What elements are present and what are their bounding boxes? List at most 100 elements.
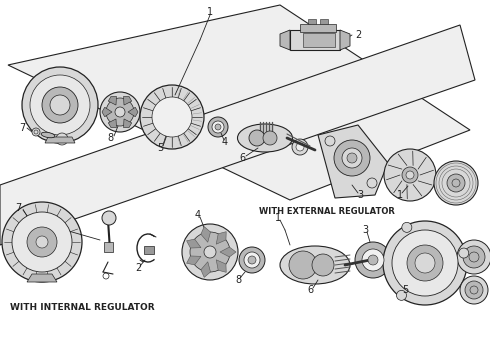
Circle shape — [115, 107, 125, 117]
Text: WITH INTERNAL REGULATOR: WITH INTERNAL REGULATOR — [10, 303, 155, 312]
Circle shape — [459, 248, 469, 258]
Circle shape — [434, 161, 478, 205]
Polygon shape — [108, 119, 117, 127]
Polygon shape — [216, 260, 226, 272]
Circle shape — [32, 128, 40, 136]
Text: 2: 2 — [135, 263, 141, 273]
Circle shape — [239, 247, 265, 273]
Circle shape — [402, 222, 412, 232]
Circle shape — [182, 224, 238, 280]
Polygon shape — [102, 107, 112, 117]
Circle shape — [208, 117, 228, 137]
Circle shape — [392, 230, 458, 296]
Circle shape — [384, 149, 436, 201]
Text: 8: 8 — [235, 275, 241, 285]
Text: 1: 1 — [397, 190, 403, 200]
Text: 6: 6 — [239, 153, 245, 163]
Circle shape — [347, 153, 357, 163]
Circle shape — [204, 246, 216, 258]
Circle shape — [100, 92, 140, 132]
Polygon shape — [290, 30, 340, 50]
Circle shape — [215, 124, 221, 130]
Circle shape — [249, 130, 265, 146]
Circle shape — [140, 85, 204, 149]
Circle shape — [396, 291, 407, 300]
Polygon shape — [220, 247, 236, 257]
Circle shape — [263, 131, 277, 145]
Polygon shape — [187, 256, 201, 265]
Text: 6: 6 — [307, 285, 313, 295]
Circle shape — [292, 139, 308, 155]
Polygon shape — [8, 5, 470, 200]
Circle shape — [463, 246, 485, 268]
Polygon shape — [123, 119, 132, 127]
Circle shape — [244, 252, 260, 268]
Circle shape — [296, 143, 304, 151]
Circle shape — [190, 232, 230, 272]
Circle shape — [27, 227, 57, 257]
Circle shape — [342, 148, 362, 168]
Polygon shape — [340, 30, 350, 50]
Circle shape — [12, 212, 72, 272]
Circle shape — [56, 133, 68, 145]
Circle shape — [406, 171, 414, 179]
Circle shape — [152, 97, 192, 137]
Circle shape — [42, 87, 78, 123]
Text: 3: 3 — [362, 225, 368, 235]
Text: WITH EXTERNAL REGULATOR: WITH EXTERNAL REGULATOR — [259, 207, 395, 216]
Circle shape — [106, 98, 134, 126]
Circle shape — [465, 281, 483, 299]
Circle shape — [407, 245, 443, 281]
Polygon shape — [123, 96, 132, 105]
Text: 8: 8 — [107, 133, 113, 143]
Ellipse shape — [41, 132, 55, 138]
Circle shape — [30, 75, 90, 135]
Text: 7: 7 — [19, 123, 25, 133]
Circle shape — [212, 121, 224, 133]
Text: 5: 5 — [157, 143, 163, 153]
Circle shape — [312, 254, 334, 276]
Text: 3: 3 — [357, 190, 363, 200]
Text: 2: 2 — [355, 30, 361, 40]
Circle shape — [2, 202, 82, 282]
Bar — [104, 242, 113, 252]
Circle shape — [460, 276, 488, 304]
Circle shape — [289, 251, 317, 279]
Circle shape — [457, 240, 490, 274]
Circle shape — [248, 256, 256, 264]
Polygon shape — [318, 125, 388, 198]
Polygon shape — [27, 274, 57, 282]
Ellipse shape — [238, 124, 293, 152]
Circle shape — [334, 140, 370, 176]
Polygon shape — [201, 262, 211, 277]
Polygon shape — [187, 239, 201, 248]
Text: 4: 4 — [222, 137, 228, 147]
Circle shape — [36, 236, 48, 248]
Circle shape — [368, 255, 378, 265]
Bar — [300, 24, 336, 32]
Bar — [303, 33, 335, 47]
Bar — [320, 19, 328, 24]
Circle shape — [415, 253, 435, 273]
Circle shape — [402, 167, 418, 183]
Circle shape — [325, 136, 335, 146]
Polygon shape — [45, 137, 75, 143]
Polygon shape — [128, 107, 138, 117]
Text: 1: 1 — [207, 7, 213, 17]
Text: 4: 4 — [195, 210, 201, 220]
Circle shape — [387, 254, 403, 270]
Polygon shape — [216, 232, 226, 244]
Text: 5: 5 — [402, 285, 408, 295]
Polygon shape — [108, 96, 117, 105]
Circle shape — [22, 67, 98, 143]
Circle shape — [447, 174, 465, 192]
Circle shape — [102, 211, 116, 225]
Polygon shape — [280, 30, 290, 50]
Polygon shape — [0, 25, 475, 245]
Bar — [308, 19, 316, 24]
Circle shape — [355, 242, 391, 278]
Text: 1: 1 — [275, 213, 281, 223]
Bar — [144, 246, 154, 254]
Ellipse shape — [280, 246, 350, 284]
Circle shape — [50, 95, 70, 115]
